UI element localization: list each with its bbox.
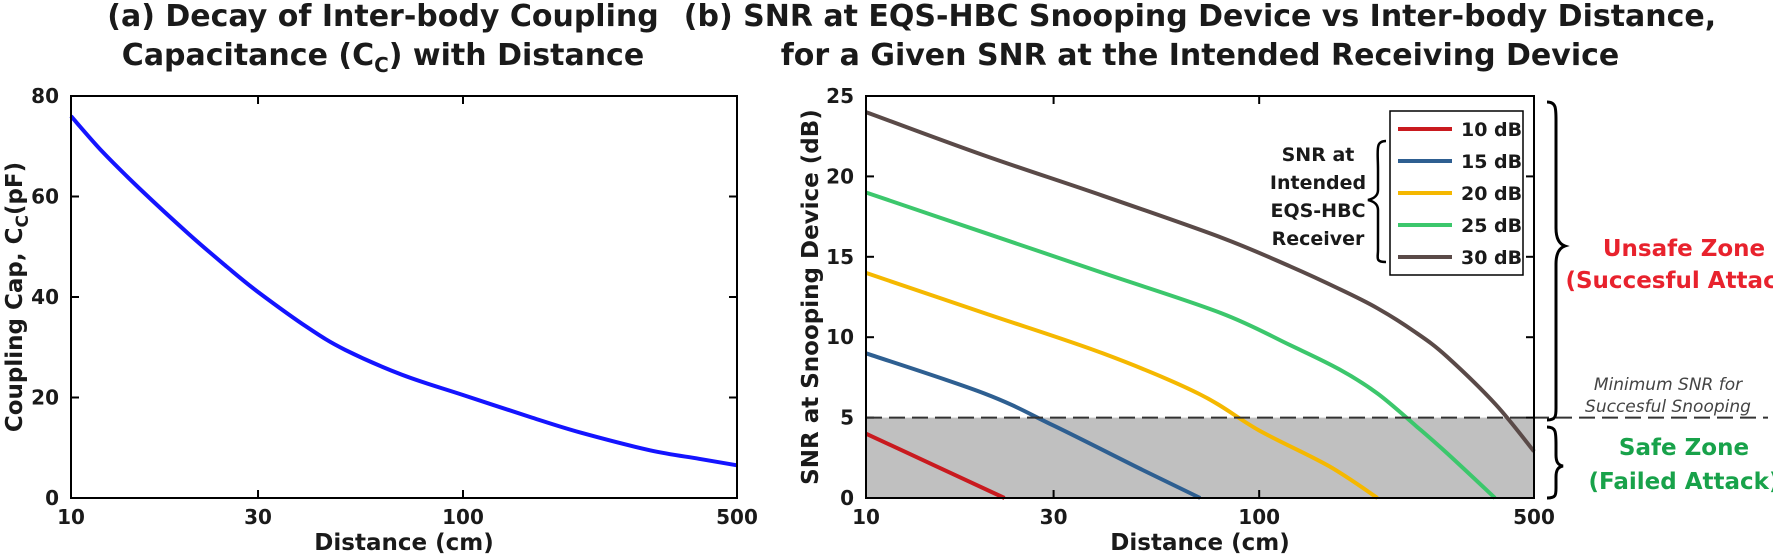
panel-b-xtick-label: 500	[1513, 505, 1555, 529]
panel-b-ytick-label: 10	[826, 325, 854, 349]
panel-b-xtick-label: 30	[1040, 505, 1068, 529]
legend-brace	[1367, 139, 1387, 264]
panel-b: (b) SNR at EQS-HBC Snooping Device vs In…	[684, 0, 1773, 556]
legend-title-line1: SNR at	[1282, 144, 1355, 166]
legend-title-line3: EQS-HBC	[1270, 200, 1365, 222]
panel-a-xtick-label: 30	[244, 505, 272, 529]
panel-a-title-line1: (a) Decay of Inter-body Coupling	[107, 0, 658, 34]
panel-b-ticks: 10 30 100 500 0 5 10 15 20 25	[826, 84, 1555, 529]
panel-b-ytick-label: 0	[840, 486, 854, 510]
panel-a-series-line	[69, 114, 738, 468]
panel-b-series-15-db	[865, 351, 1202, 500]
min-snr-label-line2: Succesful Snooping	[1585, 397, 1751, 417]
legend-label: 15 dB	[1461, 151, 1522, 173]
panel-a-xtick-label: 500	[716, 505, 758, 529]
panel-b-ytick-label: 20	[826, 164, 854, 188]
panel-b-series-25-db	[865, 190, 1497, 500]
panel-b-plot-frame	[865, 95, 1535, 499]
panel-b-xlabel: Distance (cm)	[1110, 530, 1289, 556]
panel-a-ylabel-sub: C	[13, 215, 33, 227]
panel-a-ytick-label: 20	[31, 386, 59, 410]
panel-a-ytick-label: 40	[31, 285, 59, 309]
panel-b-series	[865, 110, 1536, 500]
panel-a-ytick-label: 60	[31, 185, 59, 209]
panel-a-ticks: 10 30 100 500 0 20 40 60 80	[31, 84, 758, 529]
panel-a-ylabel-pre: Coupling Cap, C	[2, 228, 28, 433]
safe-zone-brace	[1546, 425, 1564, 500]
panel-b-legend: 10 dB 15 dB 20 dB 25 dB 30 dB SNR at Intende…	[1270, 110, 1524, 276]
panel-a-title-sub: C	[374, 53, 389, 77]
panel-b-series-20-db	[865, 271, 1379, 500]
unsafe-zone-label-line1: Unsafe Zone	[1603, 236, 1765, 262]
panel-a-ylabel-post: (pF)	[2, 162, 28, 215]
unsafe-zone-label-line2: (Succesful Attack)	[1565, 268, 1773, 294]
panel-a-xlabel: Distance (cm)	[314, 530, 493, 556]
legend-label: 25 dB	[1461, 215, 1522, 237]
safe-zone-label-line1: Safe Zone	[1619, 435, 1749, 461]
panel-a-ytick-label: 0	[45, 486, 59, 510]
legend-title-line2: Intended	[1270, 172, 1366, 194]
panel-b-ylabel: SNR at Snooping Device (dB)	[798, 109, 824, 485]
panel-b-xtick-label: 10	[852, 505, 880, 529]
panel-a-title-post: ) with Distance	[389, 38, 644, 73]
panel-b-series-30-db	[865, 110, 1536, 453]
panel-a-xtick-label: 10	[57, 505, 85, 529]
panel-b-ytick-label: 25	[826, 84, 854, 108]
panel-a-xtick-label: 100	[442, 505, 484, 529]
panel-b-safe-zone-shading	[866, 417, 1534, 498]
legend-label: 10 dB	[1461, 119, 1522, 141]
panel-a-series	[69, 114, 738, 468]
legend-title-line4: Receiver	[1272, 228, 1365, 250]
panel-b-ytick-label: 5	[840, 406, 854, 430]
panel-a: (a) Decay of Inter-body Coupling Capacit…	[2, 0, 758, 556]
panel-a-ylabel: Coupling Cap, CC(pF)	[2, 162, 33, 432]
panel-b-ytick-label: 15	[826, 245, 854, 269]
min-snr-label-line1: Minimum SNR for	[1594, 375, 1743, 395]
panel-a-title-line2: Capacitance (CC) with Distance	[122, 38, 644, 77]
panel-a-ytick-label: 80	[31, 84, 59, 108]
unsafe-zone-brace	[1546, 100, 1570, 422]
panel-a-plot-frame	[70, 95, 738, 499]
panel-b-series-10-db	[865, 431, 1006, 500]
panel-b-title-line1: (b) SNR at EQS-HBC Snooping Device vs In…	[684, 0, 1716, 34]
legend-label: 20 dB	[1461, 183, 1522, 205]
safe-zone-label-line2: (Failed Attack)	[1589, 469, 1773, 495]
panel-b-xtick-label: 100	[1238, 505, 1280, 529]
panel-a-title-pre: Capacitance (C	[122, 38, 374, 73]
legend-label: 30 dB	[1461, 247, 1522, 269]
panel-b-title-line2: for a Given SNR at the Intended Receivin…	[781, 38, 1619, 73]
